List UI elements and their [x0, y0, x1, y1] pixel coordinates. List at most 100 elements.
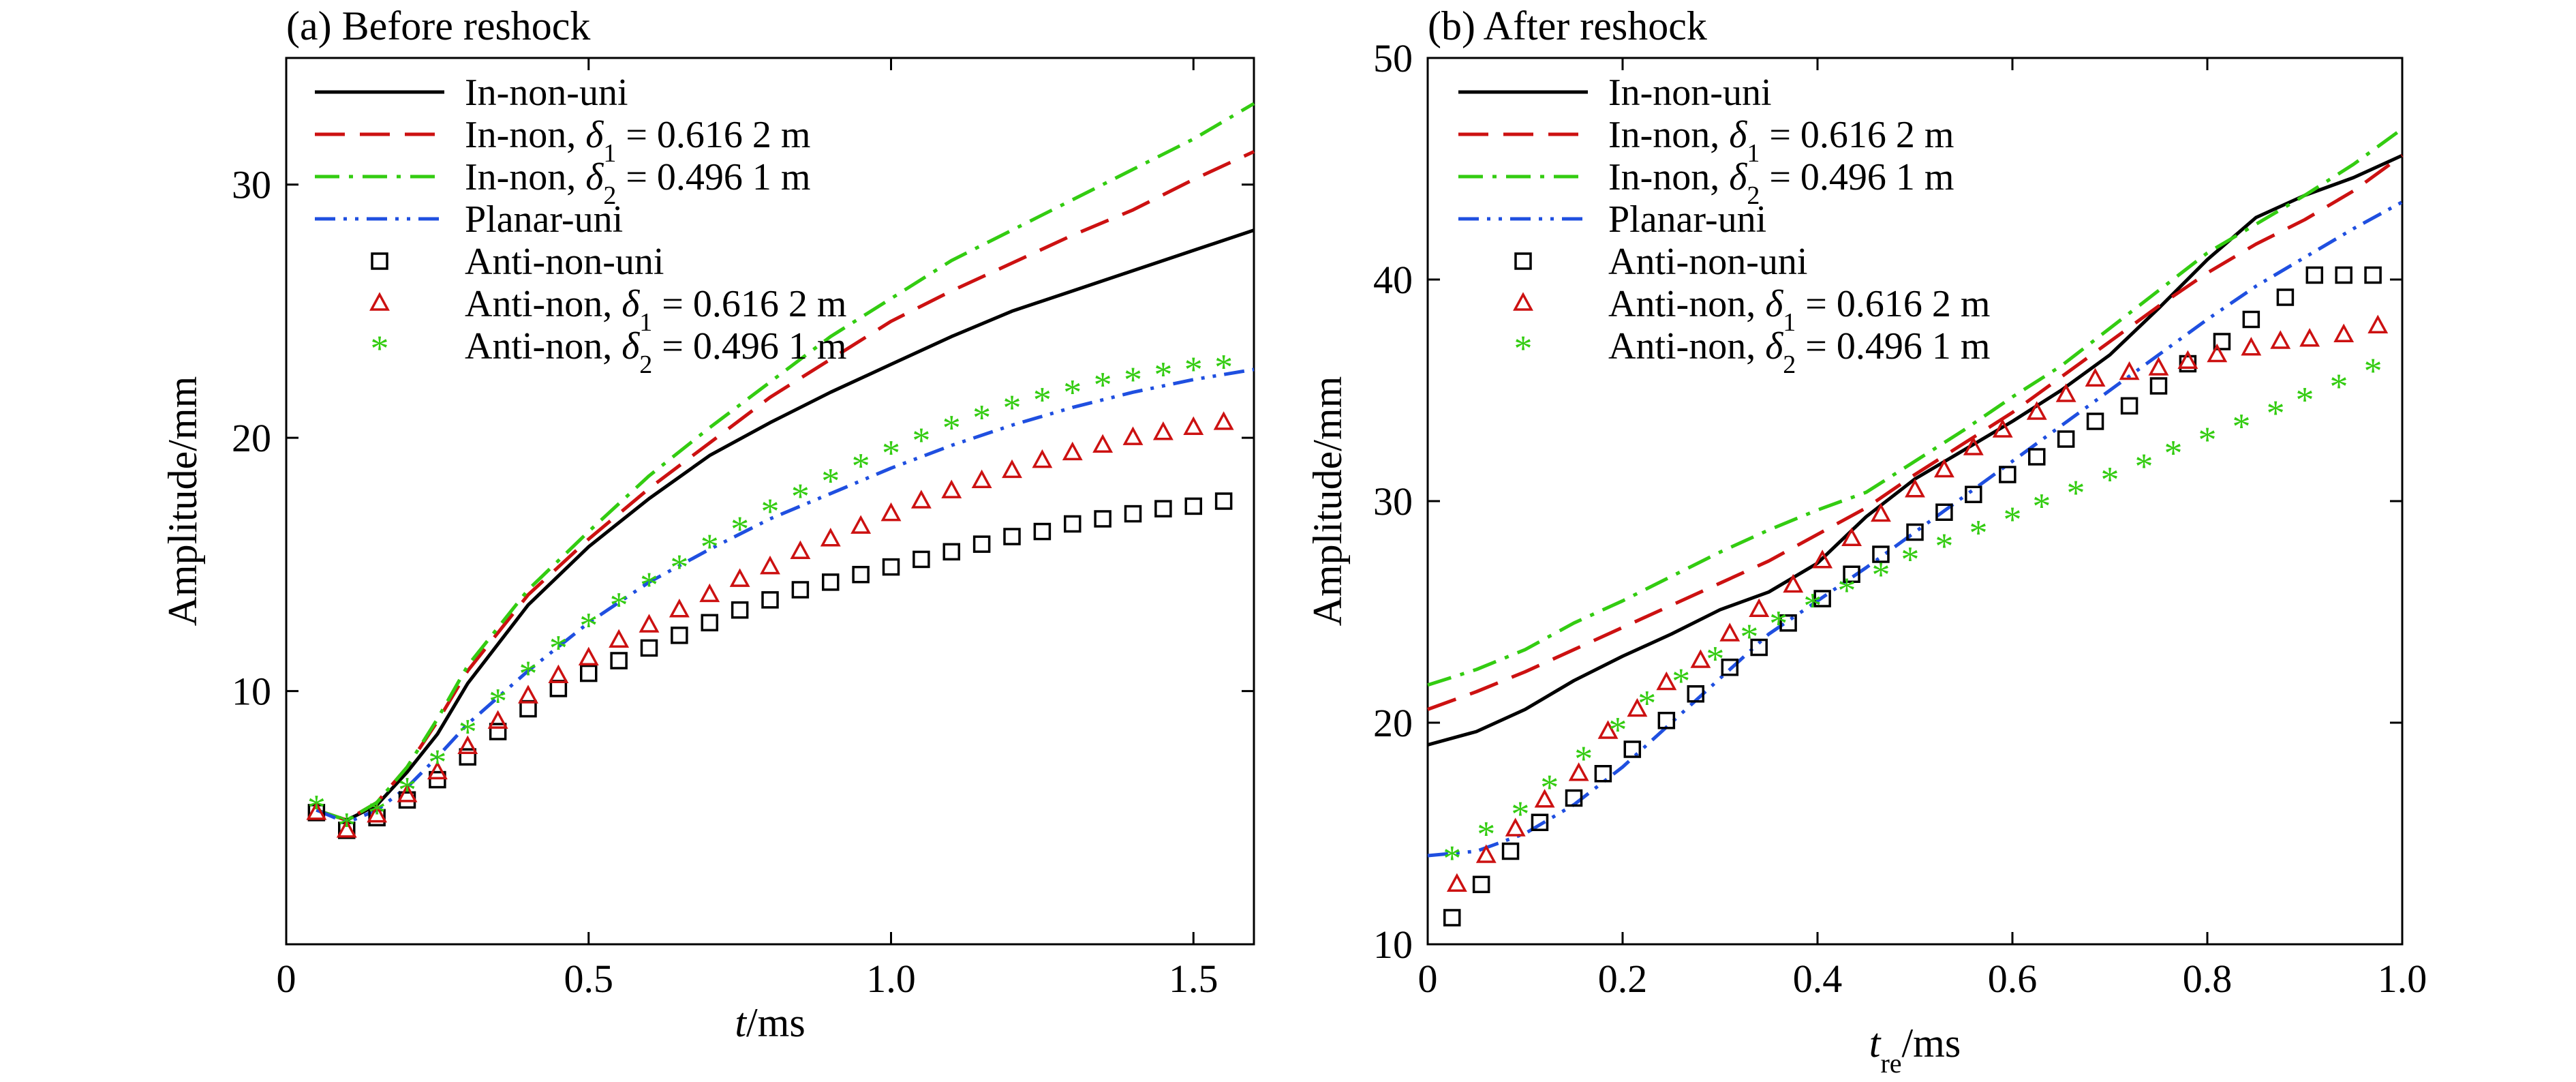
series-marker-6: *	[1608, 710, 1627, 751]
series-marker-4	[913, 550, 930, 569]
series-marker-5	[1933, 458, 1954, 478]
series-marker-6: *	[912, 420, 930, 461]
series-marker-5	[2119, 361, 2140, 380]
series-marker-5	[1032, 449, 1053, 468]
series-marker-5	[941, 479, 962, 498]
series-marker-5	[397, 783, 418, 802]
series-marker-6: *	[1124, 359, 1142, 400]
series-marker-4	[1033, 522, 1052, 541]
series-marker-4	[882, 558, 900, 576]
series-marker-5	[1213, 411, 1234, 430]
series-marker-6: *	[1969, 512, 1987, 553]
series-marker-4	[2276, 288, 2295, 306]
series-marker-6: *	[882, 433, 900, 474]
series-marker-6: *	[1511, 794, 1529, 835]
series-marker-5	[367, 803, 388, 823]
legend-label-4: Anti-non-uni	[1608, 241, 1807, 283]
y-tick-label: 10	[1373, 922, 1413, 967]
series-marker-5	[1122, 426, 1144, 445]
series-marker-5	[1092, 434, 1114, 453]
series-marker-6: *	[2364, 350, 2382, 391]
series-marker-5	[1183, 416, 1204, 436]
y-tick-label: 20	[232, 416, 271, 460]
panel-a-xlabel: t/ms	[735, 1000, 805, 1045]
x-tick-label: 1.0	[866, 957, 916, 1001]
series-marker-6: *	[337, 805, 356, 846]
x-tick-label: 1.5	[1169, 957, 1218, 1001]
series-marker-4	[2213, 333, 2231, 350]
panel-b-title: (b) After reshock	[1428, 3, 1707, 48]
series-marker-5	[578, 646, 599, 666]
series-marker-6: *	[1184, 349, 1203, 390]
series-marker-6: *	[2267, 393, 2285, 434]
series-marker-4	[549, 680, 568, 697]
legend-label-2: In-non, δ2 = 0.496 1 m	[1608, 156, 1954, 210]
legend-label-5: Anti-non, δ1 = 0.616 2 m	[465, 283, 846, 337]
series-marker-4	[2179, 355, 2197, 373]
series-marker-5	[2177, 350, 2198, 369]
series-marker-5	[2299, 328, 2320, 347]
series-marker-6: *	[2032, 485, 2051, 526]
series-marker-5	[1656, 671, 1677, 691]
series-marker-6: *	[307, 787, 326, 828]
series-marker-4	[2242, 310, 2260, 329]
y-tick-label: 30	[1373, 479, 1413, 524]
x-tick-label: 1.0	[2378, 957, 2427, 1001]
series-marker-6: *	[1094, 364, 1112, 405]
legend-label-4: Anti-non-uni	[465, 241, 664, 283]
series-marker-5	[729, 568, 750, 587]
series-marker-4	[1094, 510, 1111, 528]
series-marker-6: *	[1638, 683, 1656, 724]
series-marker-6: *	[2101, 459, 2119, 500]
series-marker-5	[1446, 873, 1467, 892]
series-marker-5	[2241, 337, 2262, 356]
series-marker-5	[2085, 367, 2106, 387]
panel-b-xlabel: tre/ms	[1869, 1021, 1961, 1079]
series-marker-5	[1627, 697, 1648, 717]
series-marker-5	[760, 555, 780, 575]
series-marker-4	[1813, 590, 1831, 607]
series-marker-6: *	[640, 565, 658, 605]
panel-b-ylabel: Amplitude/mm	[1305, 376, 1350, 627]
legend-label-3: Planar-uni	[465, 198, 623, 241]
legend-marker-6: *	[1514, 328, 1533, 369]
series-marker-4	[1623, 740, 1642, 758]
legend-label-5: Anti-non, δ1 = 0.616 2 m	[1608, 283, 1990, 337]
series-marker-4	[972, 535, 991, 553]
series-marker-6: *	[1154, 355, 1172, 395]
series-marker-5	[1905, 479, 1925, 498]
panel-b-series: * * * * * * * * * * * * * * * * * * * * * * * * * * * * *	[1427, 127, 2404, 927]
series-marker-4	[489, 723, 507, 740]
legend-label-1: In-non, δ1 = 0.616 2 m	[465, 114, 810, 168]
series-marker-4	[761, 591, 779, 609]
series-marker-4	[731, 601, 749, 619]
y-tick-label: 50	[1373, 36, 1413, 80]
series-marker-6: *	[1214, 346, 1233, 387]
series-marker-5	[850, 515, 872, 534]
legend-label-1: In-non, δ1 = 0.616 2 m	[1608, 114, 1954, 168]
series-marker-5	[427, 760, 448, 780]
series-line-0	[316, 228, 1255, 822]
series-marker-6: *	[459, 711, 477, 752]
series-marker-4	[1721, 659, 1739, 676]
series-marker-6: *	[2164, 432, 2182, 473]
panel-b-xlabel-unit: /ms	[1902, 1021, 1961, 1066]
series-marker-6: *	[2066, 472, 2085, 513]
series-marker-6: *	[942, 408, 961, 449]
series-marker-5	[699, 583, 720, 603]
series-marker-4	[1154, 500, 1172, 517]
series-marker-5	[1871, 502, 1891, 522]
series-marker-4	[1064, 515, 1082, 533]
series-marker-5	[1690, 649, 1711, 668]
panel-b-xlabel-sub: re	[1880, 1048, 1901, 1079]
series-marker-6: *	[1935, 526, 1953, 567]
series-marker-4	[852, 565, 870, 584]
series-marker-6: *	[549, 628, 568, 669]
series-marker-5	[1963, 436, 1984, 455]
x-tick-label: 0.2	[1598, 957, 1648, 1001]
panel-a-title: (a) Before reshock	[286, 3, 590, 48]
series-marker-4	[2364, 266, 2382, 284]
series-marker-6: *	[1003, 387, 1022, 428]
series-marker-4	[1750, 638, 1768, 657]
